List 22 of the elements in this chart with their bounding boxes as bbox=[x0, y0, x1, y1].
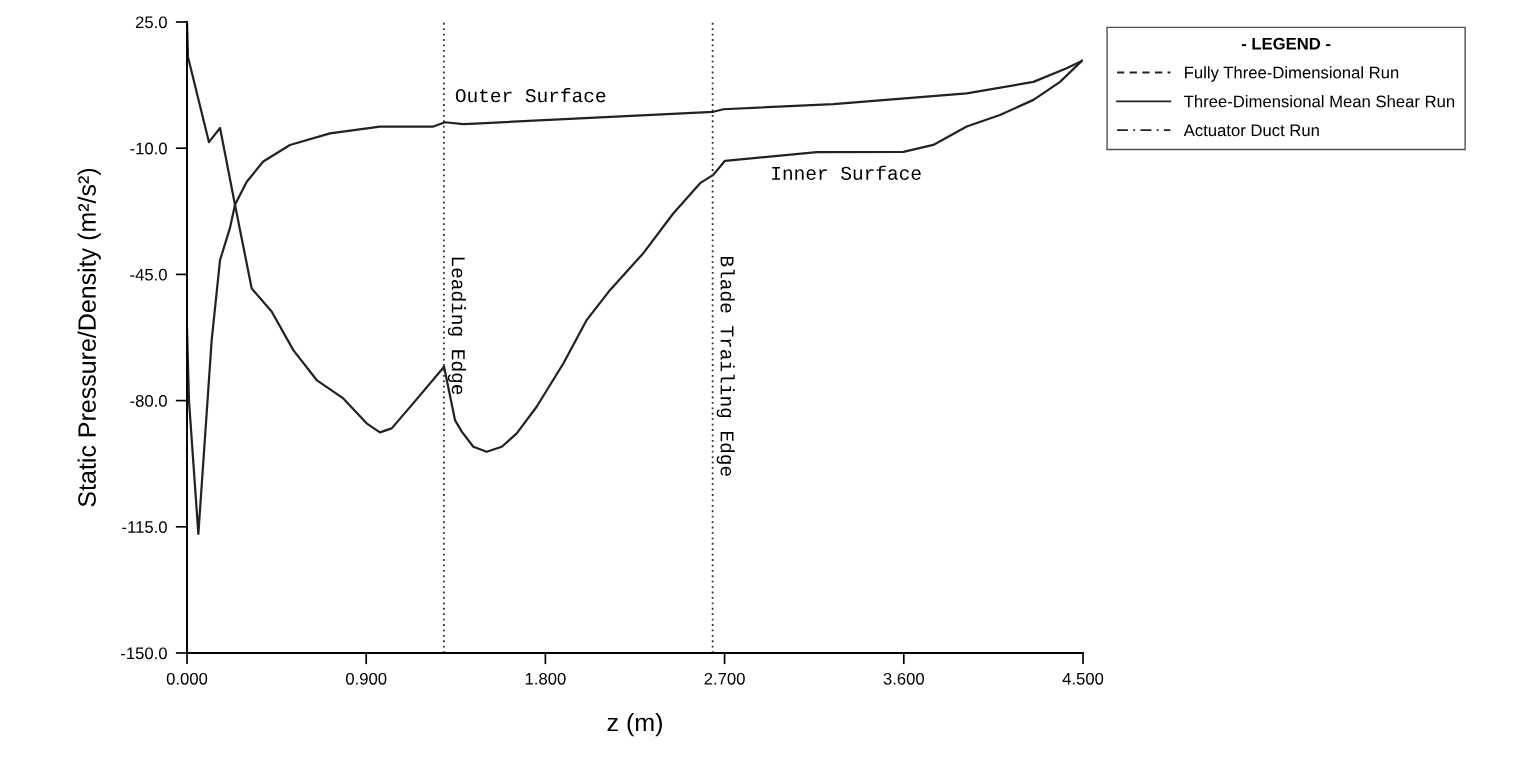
x-tick-label: 2.700 bbox=[704, 672, 745, 685]
x-tick-label: 3.600 bbox=[883, 672, 924, 685]
legend-label: Actuator Duct Run bbox=[1183, 124, 1319, 137]
x-tick-label: 1.800 bbox=[525, 672, 566, 685]
legend-label: Fully Three-Dimensional Run bbox=[1185, 66, 1399, 82]
y-tick-label: -10.0 bbox=[130, 142, 167, 155]
annotation: Inner Surface bbox=[772, 165, 921, 180]
ref-line-label: Blade Trailing Edge bbox=[716, 257, 735, 476]
y-tick-label: -80.0 bbox=[130, 395, 167, 407]
y-tick-label: -115.0 bbox=[122, 521, 167, 533]
y-tick-label: 25.0 bbox=[135, 16, 167, 29]
x-axis-title: z (m) bbox=[607, 712, 662, 737]
x-tick-label: 0.000 bbox=[166, 672, 208, 685]
y-tick-label: -150.0 bbox=[121, 647, 167, 660]
x-tick-label: 0.900 bbox=[346, 672, 387, 685]
y-axis-title: Static Pressure/Density (m²/s²) bbox=[77, 168, 101, 507]
ref-line-label: Leading Edge bbox=[447, 257, 466, 395]
legend-label: Three-Dimensional Mean Shear Run bbox=[1184, 95, 1455, 108]
x-tick-label: 4.500 bbox=[1062, 672, 1104, 685]
legend-title: - LEGEND - bbox=[1241, 37, 1331, 50]
annotation: Outer Surface bbox=[455, 88, 606, 103]
y-tick-label: -45.0 bbox=[130, 268, 167, 281]
